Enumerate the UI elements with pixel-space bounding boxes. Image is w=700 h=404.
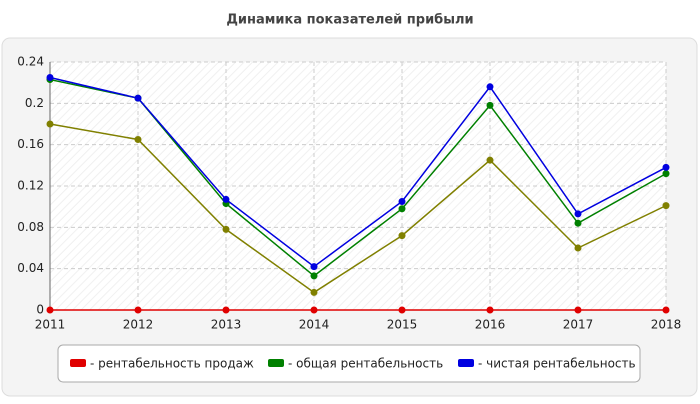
data-point <box>662 306 670 314</box>
data-point <box>486 101 494 109</box>
data-point <box>574 306 582 314</box>
legend-swatch <box>70 359 86 367</box>
legend-label: - общая рентабельность <box>288 357 443 371</box>
data-point <box>486 156 494 164</box>
data-point <box>662 202 670 210</box>
data-point <box>222 225 230 233</box>
data-point <box>398 198 406 205</box>
data-point <box>574 219 582 227</box>
chart-title: Динамика показателей прибыли <box>226 13 473 28</box>
y-tick-label: 0 <box>36 303 44 317</box>
data-point <box>662 170 670 178</box>
data-point <box>398 205 406 213</box>
data-point <box>662 163 670 171</box>
x-tick-label: 2011 <box>35 318 66 332</box>
data-point <box>574 244 582 252</box>
legend-box <box>57 344 641 383</box>
data-point <box>222 306 230 314</box>
data-point <box>46 74 54 81</box>
y-tick-label: 0.12 <box>17 179 44 193</box>
y-tick-label: 0.2 <box>25 96 44 110</box>
data-point <box>134 94 142 102</box>
data-point <box>486 83 494 91</box>
y-tick-label: 0.24 <box>17 55 44 69</box>
x-tick-label: 2014 <box>299 318 330 332</box>
x-tick-label: 2017 <box>563 318 594 332</box>
legend-swatch <box>268 359 284 367</box>
x-tick-label: 2018 <box>651 318 682 332</box>
x-tick-label: 2012 <box>123 318 154 332</box>
legend-label: - рентабельность продаж <box>90 357 254 371</box>
data-point <box>574 210 582 218</box>
legend-label: - чистая рентабельность <box>478 357 636 371</box>
data-point <box>134 136 142 143</box>
data-point <box>46 306 54 314</box>
y-tick-label: 0.04 <box>17 261 44 275</box>
series-line <box>49 123 667 294</box>
data-point <box>310 263 318 271</box>
data-point <box>310 288 318 296</box>
data-point <box>398 306 406 314</box>
y-tick-label: 0.16 <box>17 137 44 151</box>
data-point <box>310 306 318 314</box>
x-tick-label: 2016 <box>475 318 506 332</box>
data-point <box>46 120 54 128</box>
data-point <box>222 195 230 203</box>
x-tick-label: 2013 <box>211 318 242 332</box>
data-point <box>310 272 318 280</box>
legend-swatch <box>458 359 474 367</box>
data-point <box>398 232 406 240</box>
data-point <box>134 306 142 314</box>
series-line <box>49 76 667 268</box>
y-tick-label: 0.08 <box>17 220 44 234</box>
data-point <box>486 306 494 314</box>
x-tick-label: 2015 <box>387 318 418 332</box>
